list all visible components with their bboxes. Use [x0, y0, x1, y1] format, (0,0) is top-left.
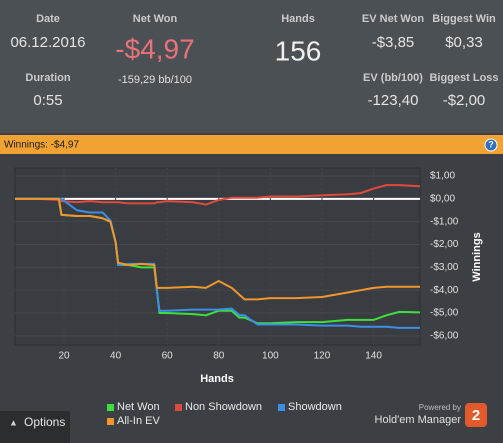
- x-tick-label: 100: [262, 351, 279, 362]
- legend-label: Showdown: [288, 401, 342, 413]
- panel-header: [0, 135, 503, 154]
- stat-value: 156: [275, 35, 322, 66]
- x-tick-label: 140: [365, 351, 382, 362]
- stat-label: Hands: [281, 13, 315, 25]
- y-tick-label: $1,00: [430, 171, 455, 182]
- stat-sub: -159,29 bb/100: [118, 74, 192, 86]
- y-tick-label: -$4,00: [430, 285, 459, 296]
- help-icon[interactable]: [484, 138, 498, 152]
- powered-by: Powered by: [419, 403, 461, 412]
- legend-label: All-In EV: [117, 415, 160, 427]
- legend-swatch: [107, 404, 114, 411]
- y-axis-label: Winnings: [471, 232, 483, 281]
- stat-label: Net Won: [133, 13, 178, 25]
- stat-value: 0:55: [33, 92, 62, 109]
- stat-value: -$3,85: [372, 34, 415, 51]
- x-tick-label: 60: [162, 351, 174, 362]
- stat-value: -123,40: [368, 92, 419, 109]
- summary-panel: [0, 0, 503, 133]
- options-arrow[interactable]: ▲: [9, 417, 18, 427]
- stat-label: Biggest Win: [432, 13, 496, 25]
- plot-area: [14, 167, 421, 346]
- stat-label: Date: [36, 13, 60, 25]
- stat-value: $0,33: [445, 34, 483, 51]
- stat-label: EV (bb/100): [363, 72, 423, 84]
- plot: [15, 168, 421, 345]
- x-axis-label: Hands: [200, 373, 234, 385]
- y-tick-label: $0,00: [430, 193, 455, 204]
- series-line: [15, 184, 421, 206]
- legend-label: Net Won: [117, 401, 160, 413]
- panel-title: Winnings: -$4,97: [4, 140, 79, 151]
- logo: [465, 403, 487, 427]
- series-line: [15, 197, 420, 329]
- stat-label: EV Net Won: [362, 13, 424, 25]
- legend-swatch: [175, 404, 182, 411]
- legend-swatch: [107, 418, 114, 425]
- x-tick-label: 120: [314, 351, 331, 362]
- stat-value: 06.12.2016: [10, 34, 85, 51]
- stat-value: -$2,00: [443, 92, 486, 109]
- help-icon-glyph[interactable]: ?: [488, 139, 494, 149]
- logo-text: 2: [472, 407, 480, 424]
- stat-label: Biggest Loss: [429, 72, 498, 84]
- options-button[interactable]: [0, 411, 70, 443]
- y-tick-label: -$1,00: [430, 216, 459, 227]
- stat-value: -$4,97: [115, 33, 194, 64]
- x-tick-label: 80: [213, 351, 225, 362]
- legend-swatch: [278, 404, 285, 411]
- stat-label: Duration: [25, 72, 71, 84]
- brand: Hold'em Manager: [375, 414, 462, 426]
- y-tick-label: -$2,00: [430, 239, 459, 250]
- y-tick-label: -$5,00: [430, 308, 459, 319]
- options-label[interactable]: Options: [24, 415, 65, 429]
- x-tick-label: 40: [110, 351, 122, 362]
- legend-label: Non Showdown: [185, 401, 262, 413]
- series-line: [15, 197, 420, 301]
- y-tick-label: -$6,00: [430, 331, 459, 342]
- y-tick-label: -$3,00: [430, 262, 459, 273]
- x-tick-label: 20: [58, 351, 70, 362]
